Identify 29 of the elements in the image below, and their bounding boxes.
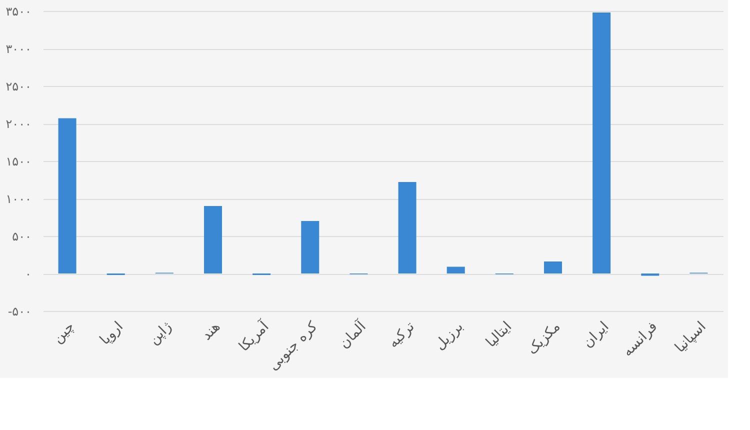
y-tick-label: ۰ [25, 267, 32, 281]
y-tick-label: ۳۰۰۰ [6, 42, 32, 56]
bar [446, 266, 465, 274]
x-tick-label: اسپانیا [672, 318, 710, 356]
x-tick-label: هند [198, 318, 224, 344]
y-tick-label: ۱۵۰۰ [6, 154, 32, 168]
x-tick-label: چین [50, 318, 78, 347]
bar [398, 182, 416, 274]
x-tick-label: ایران [580, 318, 612, 352]
y-tick-label: ۵۰۰ [12, 230, 32, 244]
y-tick-label: ۳۵۰۰ [6, 4, 32, 18]
bar [204, 206, 222, 274]
y-tick-label: ۲۵۰۰ [6, 80, 32, 94]
y-tick-label: ۲۰۰۰ [6, 117, 32, 131]
x-tick-label: آمریکا [234, 316, 273, 355]
bar [592, 12, 611, 274]
bar [544, 262, 562, 274]
x-tick-label: فرانسه [620, 318, 661, 360]
bar [58, 118, 76, 274]
x-tick-label: برزیل [432, 318, 466, 354]
y-tick-label: ۱۰۰۰ [6, 192, 32, 206]
x-tick-label: مکزیک [524, 318, 564, 358]
x-tick-label: ایتالیا [483, 318, 516, 351]
x-tick-label: ژاپن [146, 318, 176, 348]
y-tick-label: -۵۰۰ [8, 304, 32, 318]
x-tick-label: ترکیه [385, 318, 418, 352]
bar [301, 221, 320, 274]
x-tick-label: آلمان [334, 316, 370, 352]
x-tick-label: اروپا [97, 318, 126, 348]
